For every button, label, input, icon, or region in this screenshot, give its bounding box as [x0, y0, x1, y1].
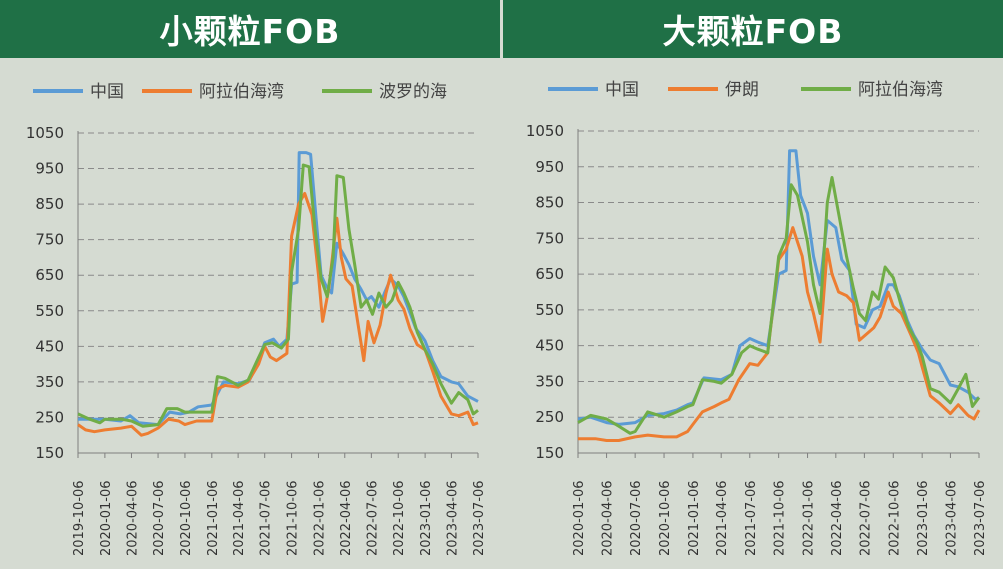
x-tick-label: 2022-04-06: [339, 480, 354, 556]
y-tick-label: 450: [535, 337, 564, 355]
series-line-1: [77, 191, 479, 437]
y-tick-label: 650: [535, 265, 564, 283]
x-tick-label: 2022-07-06: [365, 480, 380, 556]
y-tick-label: 250: [535, 408, 564, 426]
y-tick-label: 850: [535, 194, 564, 212]
series-line-2: [77, 163, 479, 428]
y-tick-label: 150: [35, 444, 64, 462]
series-line-0: [78, 151, 479, 427]
x-tick-label: 2021-01-06: [206, 480, 221, 556]
y-tick-label: 550: [535, 301, 564, 319]
chart-panel-large-granular: 大颗粒FOB 150 250 350 450 550 650 750 850 950 1050 20…: [503, 0, 1003, 569]
chart-title: 大颗粒FOB: [503, 0, 1003, 58]
y-tick-label: 450: [35, 337, 64, 355]
x-tick-label: 2021-04-06: [232, 480, 247, 556]
chart-svg-large-granular: 150 250 350 450 550 650 750 850 950 1050 2020-01-0…: [526, 80, 988, 556]
x-tick-label: 2021-07-06: [259, 480, 274, 556]
x-tick-label: 2023-04-06: [445, 480, 460, 556]
x-tick-label: 2023-07-06: [973, 480, 988, 556]
x-tick-label: 2022-01-06: [312, 480, 327, 556]
y-tick-label: 950: [535, 158, 564, 176]
x-tick-label: 2022-07-06: [858, 480, 873, 556]
x-tick-label: 2020-07-06: [629, 480, 644, 556]
y-tick-label: 750: [535, 229, 564, 247]
x-tick-label: 2020-04-06: [601, 480, 616, 556]
y-tick-label: 850: [35, 195, 64, 213]
x-tick-label: 2020-04-06: [125, 480, 140, 556]
y-tick-label: 650: [35, 266, 64, 284]
x-tick-label: 2020-01-06: [99, 480, 114, 556]
x-tick-label: 2021-04-06: [715, 480, 730, 556]
chart-panel-small-granular: 小颗粒FOB 150 250 350 450 550 650 750 850 950 1050 20…: [0, 0, 500, 569]
legend-label: 波罗的海: [379, 82, 447, 102]
chart-title: 小颗粒FOB: [0, 0, 500, 58]
x-tick-label: 2020-07-06: [152, 480, 167, 556]
chart-svg-small-granular: 150 250 350 450 550 650 750 850 950 1050 2019-10-0…: [26, 82, 487, 556]
x-tick-label: 2023-01-06: [419, 480, 434, 556]
legend-label: 伊朗: [725, 80, 759, 100]
x-tick-label: 2020-10-06: [658, 480, 673, 556]
legend-label: 中国: [90, 82, 124, 102]
y-tick-label: 1050: [526, 122, 564, 140]
x-tick-label: 2021-10-06: [773, 480, 788, 556]
x-tick-label: 2023-04-06: [944, 480, 959, 556]
x-tick-label: 2022-01-06: [802, 480, 817, 556]
series-line-0: [577, 149, 980, 426]
x-tick-label: 2022-04-06: [830, 480, 845, 556]
x-tick-label: 2019-10-06: [72, 480, 87, 556]
y-tick-label: 250: [35, 408, 64, 426]
legend-label: 阿拉伯海湾: [199, 82, 284, 102]
legend-label: 中国: [605, 80, 639, 100]
y-tick-label: 150: [535, 444, 564, 462]
x-tick-label: 2021-07-06: [744, 480, 759, 556]
y-tick-label: 1050: [26, 124, 64, 142]
y-tick-label: 750: [35, 231, 64, 249]
legend-label: 阿拉伯海湾: [858, 80, 943, 100]
x-tick-label: 2020-10-06: [179, 480, 194, 556]
y-tick-label: 950: [35, 160, 64, 178]
x-tick-label: 2020-01-06: [572, 480, 587, 556]
x-tick-label: 2022-10-06: [392, 480, 407, 556]
x-tick-label: 2023-01-06: [916, 480, 931, 556]
x-tick-label: 2021-01-06: [687, 480, 702, 556]
series-line-1: [578, 226, 981, 442]
x-tick-label: 2021-10-06: [286, 480, 301, 556]
y-tick-label: 350: [35, 373, 64, 391]
series-line-2: [577, 176, 981, 435]
y-tick-label: 550: [35, 302, 64, 320]
y-tick-label: 350: [535, 372, 564, 390]
x-tick-label: 2023-07-06: [472, 480, 487, 556]
x-tick-label: 2022-10-06: [887, 480, 902, 556]
